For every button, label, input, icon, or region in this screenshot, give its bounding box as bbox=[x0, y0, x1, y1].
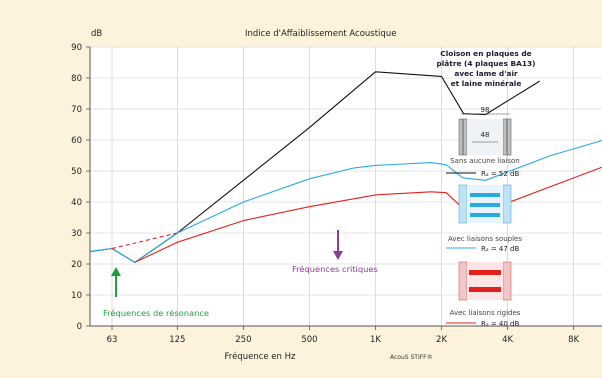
legend-title-line-1: Cloison en plaques de bbox=[440, 49, 531, 58]
x-tick-label: 500 bbox=[301, 335, 317, 345]
x-tick-label: 125 bbox=[169, 335, 185, 345]
y-axis-label: dB bbox=[91, 29, 102, 39]
x-tick-label: 2K bbox=[436, 335, 447, 345]
rigid-link-bar-1 bbox=[469, 270, 501, 275]
y-tick-label: 10 bbox=[71, 291, 82, 301]
rigid-insulation bbox=[467, 262, 503, 300]
legend-title-line-4: et laine minérale bbox=[451, 79, 522, 88]
critical-annotation: Fréquences critiques bbox=[292, 230, 378, 274]
plasterboard-rigid-right bbox=[502, 261, 512, 301]
series-line-1 bbox=[89, 140, 602, 263]
credit-text: AcouS STIFF® bbox=[390, 354, 433, 361]
plasterboard-soft-right bbox=[502, 184, 512, 224]
legend-label-no-link: Sans aucune liaison bbox=[450, 157, 520, 165]
critical-arrow-icon bbox=[333, 251, 343, 260]
x-tick-label: 250 bbox=[235, 335, 251, 345]
soft-link-bar-3 bbox=[470, 213, 500, 217]
plasterboard-soft-left bbox=[458, 184, 468, 224]
y-tick-label: 60 bbox=[71, 136, 82, 146]
soft-link-bar-2 bbox=[470, 203, 500, 207]
resonance-arrow-icon bbox=[111, 267, 121, 276]
chart-title: Indice d'Affaiblissement Acoustique bbox=[245, 29, 396, 39]
resonance-annotation: Fréquences de résonance bbox=[103, 267, 209, 318]
y-tick-label: 30 bbox=[71, 229, 82, 239]
wall-diagram-rigid-link bbox=[458, 261, 512, 301]
rigid-link-bar-2 bbox=[469, 287, 501, 292]
legend-rating-rigid-link: Rₐ = 40 dB bbox=[481, 320, 519, 328]
x-tick-label: 1K bbox=[370, 335, 381, 345]
dim-outer-label: 98 bbox=[481, 106, 490, 114]
plot-area bbox=[90, 47, 602, 326]
soft-link-bar-1 bbox=[470, 193, 500, 197]
y-tick-label: 0 bbox=[77, 322, 82, 332]
y-tick-label: 90 bbox=[71, 43, 82, 53]
plasterboard-left-joint bbox=[462, 119, 464, 155]
legend-label-soft-link: Avec liaisons souples bbox=[448, 235, 522, 243]
legend-title-line-3: avec lame d'air bbox=[454, 69, 518, 78]
x-axis-label: Fréquence en Hz bbox=[225, 351, 297, 362]
y-tick-label: 20 bbox=[71, 260, 82, 270]
air-gap bbox=[467, 119, 503, 155]
wall-diagram-soft-link bbox=[458, 184, 512, 224]
x-tick-label: 63 bbox=[107, 335, 118, 345]
x-tick-label: 4K bbox=[502, 335, 513, 345]
legend-title-line-2: plâtre (4 plaques BA13) bbox=[436, 59, 535, 68]
y-tick-label: 80 bbox=[71, 74, 82, 84]
wall-diagram-no-link: 98 48 bbox=[458, 106, 512, 156]
y-tick-label: 70 bbox=[71, 105, 82, 115]
x-tick-label: 8K bbox=[568, 335, 579, 345]
plasterboard-right-joint bbox=[506, 119, 508, 155]
y-tick-label: 40 bbox=[71, 198, 82, 208]
legend-label-rigid-link: Avec liaisons rigides bbox=[450, 309, 521, 317]
critical-label: Fréquences critiques bbox=[292, 264, 378, 274]
x-gridlines bbox=[111, 47, 575, 330]
dim-inner-label: 48 bbox=[481, 131, 490, 139]
x-tick-labels: 63 125 250 500 1K 2K 4K 8K bbox=[107, 335, 580, 345]
plasterboard-rigid-left bbox=[458, 261, 468, 301]
legend-rating-no-link: Rₐ = 52 dB bbox=[481, 170, 519, 178]
legend-rating-soft-link: Rₐ = 47 dB bbox=[481, 245, 519, 253]
legend-panel: Cloison en plaques de plâtre (4 plaques … bbox=[436, 49, 535, 328]
y-tick-labels: 0 10 20 30 40 50 60 70 80 90 bbox=[71, 43, 82, 332]
resonance-label: Fréquences de résonance bbox=[103, 308, 209, 318]
y-tick-label: 50 bbox=[71, 167, 82, 177]
